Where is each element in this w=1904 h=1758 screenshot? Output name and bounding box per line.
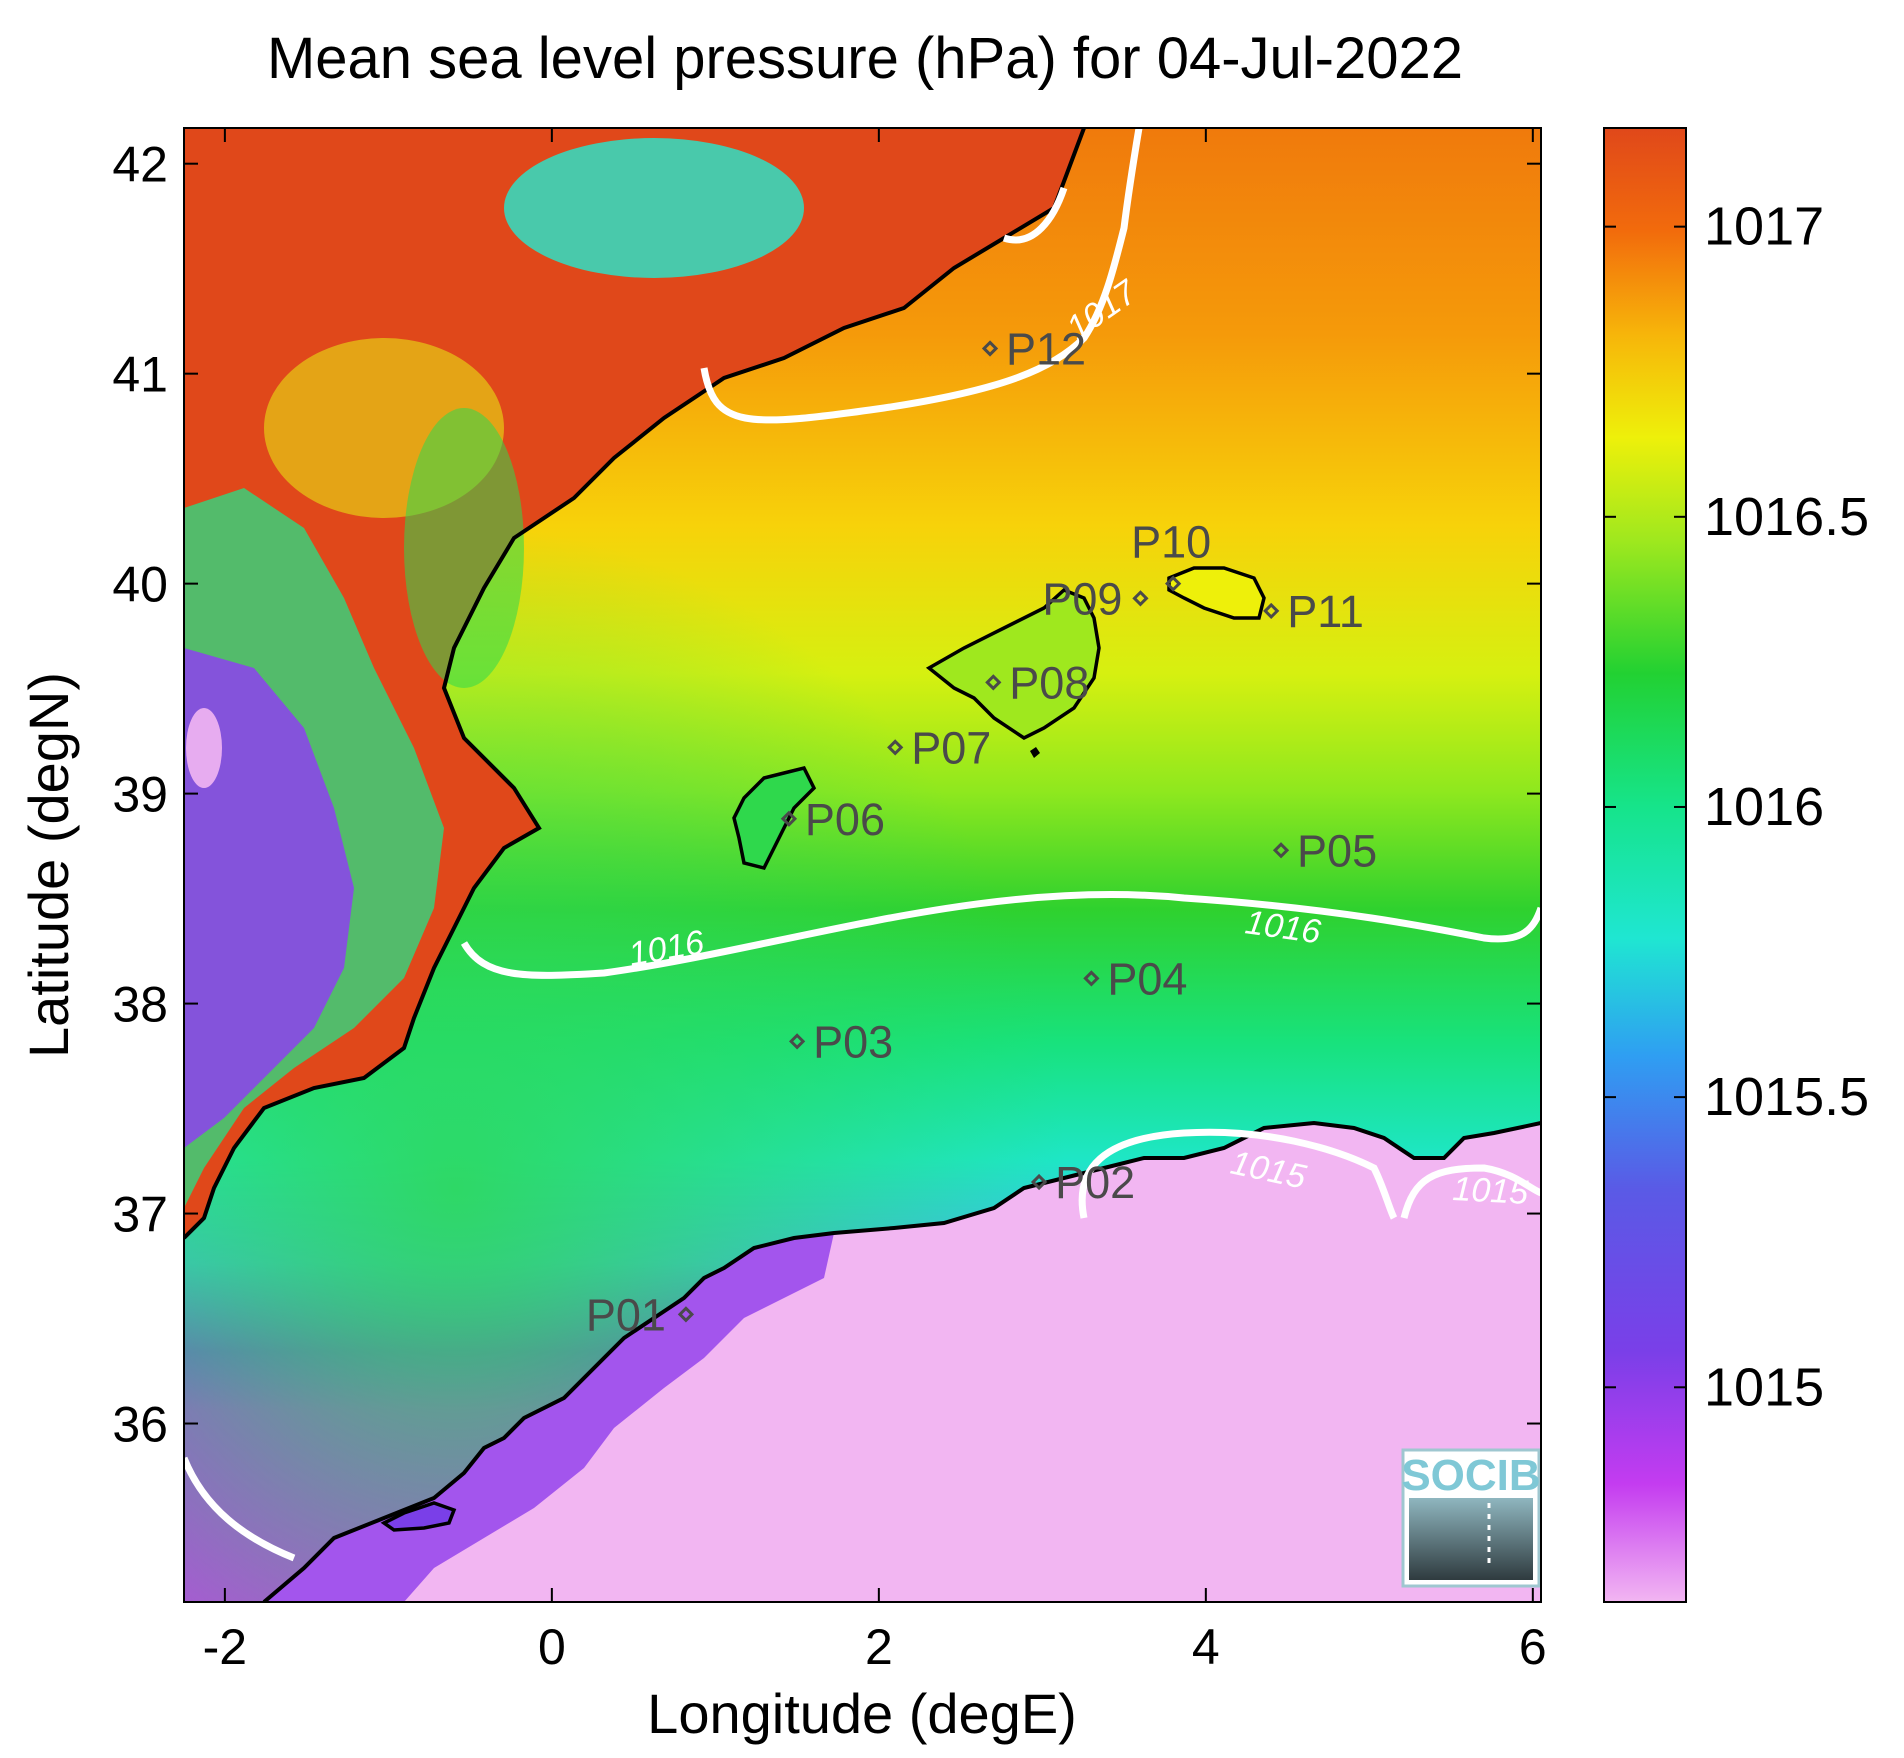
- station-label: P06: [805, 794, 885, 845]
- station-marker: P07: [887, 722, 991, 773]
- station-diamond-icon: [1165, 575, 1182, 592]
- x-tick-label: 2: [865, 1619, 893, 1675]
- y-tick-label: 39: [112, 767, 168, 823]
- station-label: P07: [911, 722, 991, 773]
- station-label: P11: [1287, 586, 1364, 637]
- y-tick-label: 40: [112, 557, 168, 613]
- contour-label-1015-b: 1015: [1452, 1170, 1530, 1212]
- x-tick-label: 6: [1519, 1619, 1547, 1675]
- station-diamond-icon: [788, 1033, 806, 1050]
- iberia-inland-violet: [184, 648, 354, 1148]
- plot-frame: [183, 127, 1542, 1603]
- colorbar-tick-label: 1016.5: [1704, 487, 1869, 547]
- cabrera-island: [1030, 747, 1040, 758]
- colorbar-tick-label: 1016: [1704, 777, 1824, 837]
- y-tick-label: 41: [112, 347, 168, 403]
- station-marker: P06: [780, 794, 885, 845]
- socib-logo-text: SOCIB: [1401, 1451, 1540, 1500]
- mallorca-island: [925, 587, 1101, 741]
- station-diamond-icon: [677, 1306, 695, 1323]
- station-label: P09: [1042, 573, 1122, 624]
- station-marker: P05: [1272, 825, 1377, 876]
- africa-coastline: [262, 1120, 1541, 1602]
- station-label: P01: [586, 1289, 666, 1340]
- y-axis-label: Latitude (degN): [17, 672, 80, 1058]
- station-label: P03: [813, 1016, 893, 1067]
- station-diamond-icon: [1272, 842, 1290, 859]
- y-tick-label: 37: [112, 1187, 168, 1243]
- inland-pink-spot: [186, 708, 222, 788]
- station-label: P08: [1009, 657, 1089, 708]
- station-marker: P09: [1042, 573, 1149, 624]
- contour-line-1017-north: [1002, 186, 1068, 244]
- station-diamond-icon: [1132, 590, 1149, 607]
- ibiza-island: [732, 765, 817, 871]
- colorbar-tick-label: 1015: [1704, 1357, 1824, 1417]
- station-marker: P11: [1263, 586, 1364, 637]
- station-marker: P02: [1030, 1157, 1135, 1208]
- station-diamond-icon: [981, 340, 999, 357]
- colorbar-tick-label: 1015.5: [1704, 1067, 1869, 1127]
- station-diamond-icon: [1083, 970, 1100, 987]
- station-marker: P12: [981, 323, 1086, 374]
- y-tick-label: 38: [112, 977, 168, 1033]
- inland-cyan-basin: [504, 138, 804, 278]
- contour-line-1016: [460, 890, 1541, 979]
- station-marker: P10: [1131, 517, 1211, 592]
- station-marker: P01: [586, 1289, 695, 1340]
- station-label: P10: [1131, 517, 1211, 568]
- colorbar: 1015 1015.5 1016 1016.5 1017: [1603, 127, 1869, 1603]
- x-tick-label: 4: [1192, 1619, 1220, 1675]
- inland-green-band: [404, 408, 524, 688]
- x-tick-label: -2: [203, 1619, 247, 1675]
- y-axis-ticks: 36 37 38 39 40 41 42: [112, 137, 1541, 1453]
- x-axis-ticks: -2 0 2 4 6: [203, 128, 1547, 1675]
- x-axis-label: Longitude (degE): [647, 1682, 1077, 1745]
- y-tick-label: 42: [112, 137, 168, 193]
- contour-line-1015-a: [1078, 1128, 1398, 1220]
- socib-logo: SOCIB: [1401, 1448, 1541, 1588]
- contour-line-1017: [700, 128, 1143, 424]
- station-marker: P04: [1083, 953, 1187, 1004]
- station-label: P02: [1055, 1157, 1135, 1208]
- colorbar-tick-label: 1017: [1704, 197, 1824, 257]
- station-label: P04: [1107, 953, 1187, 1004]
- contour-line-1016-southwest: [184, 1456, 296, 1562]
- alboran-island: [380, 1501, 457, 1532]
- iberia-coastline: [184, 128, 1086, 1240]
- africa-land: [264, 1123, 1541, 1602]
- station-diamond-icon: [887, 739, 904, 756]
- station-diamond-icon: [780, 810, 798, 827]
- station-diamond-icon: [1263, 602, 1280, 620]
- menorca-island: [1167, 566, 1266, 620]
- chart-title: Mean sea level pressure (hPa) for 04-Jul…: [267, 26, 1463, 91]
- station-label: P12: [1006, 323, 1086, 374]
- contour-line-1015-b: [1400, 1164, 1541, 1219]
- station-label: P05: [1297, 825, 1377, 876]
- colorbar-ticks: 1015 1015.5 1016 1016.5 1017: [1604, 197, 1869, 1417]
- colorbar-gradient: [1603, 127, 1687, 1603]
- station-marker: P03: [788, 1016, 893, 1067]
- map-plot-area: 1017 1016 1016 1015 1015 P01P02P03P04P05…: [112, 127, 1547, 1675]
- x-tick-label: 0: [538, 1619, 566, 1675]
- station-diamond-icon: [985, 674, 1002, 691]
- y-tick-label: 36: [112, 1397, 168, 1453]
- station-marker: P08: [985, 657, 1089, 708]
- station-diamond-icon: [1030, 1173, 1048, 1191]
